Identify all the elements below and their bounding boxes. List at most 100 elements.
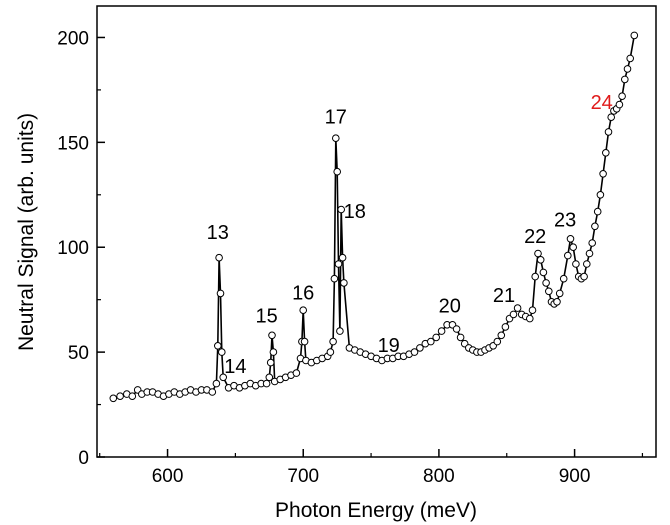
data-point — [109, 394, 118, 403]
data-point — [583, 260, 591, 268]
plot-frame — [96, 5, 657, 458]
data-point — [531, 272, 540, 281]
data-point — [214, 342, 222, 350]
y-axis-label: Neutral Signal (arb. units) — [15, 113, 38, 351]
peak-label: 21 — [493, 285, 515, 307]
peak-label: 17 — [325, 107, 347, 129]
data-point — [559, 274, 568, 283]
data-point — [497, 331, 506, 340]
peak-label: 15 — [255, 306, 277, 328]
data-point — [630, 31, 639, 40]
data-point — [340, 279, 348, 287]
data-point — [501, 323, 510, 331]
data-point — [128, 392, 137, 401]
data-point — [513, 304, 522, 312]
data-point — [566, 235, 575, 243]
data-point — [509, 310, 518, 319]
data-point — [536, 256, 545, 264]
data-point — [534, 249, 542, 258]
peak-labels: 13 14 15 16 17 18 19 20 21 22 23 24 — [207, 92, 613, 378]
peak-label: 18 — [344, 201, 366, 223]
peak-label: 19 — [378, 335, 400, 357]
data-point — [299, 306, 308, 315]
data-point — [332, 134, 340, 142]
data-point — [329, 337, 337, 346]
data-point — [564, 251, 572, 260]
x-tick-label: 900 — [559, 466, 591, 487]
peak-label: 14 — [224, 356, 246, 378]
data-point — [585, 249, 594, 258]
peak-label: 22 — [524, 226, 546, 248]
data-point — [262, 379, 271, 388]
data-point — [432, 333, 441, 342]
data-point — [604, 128, 613, 136]
data-point — [215, 253, 223, 262]
data-point — [545, 287, 553, 296]
peak-label: 24 — [591, 92, 613, 114]
data-point — [528, 306, 537, 315]
x-axis-label: Photon Energy (meV) — [275, 499, 477, 522]
data-point — [268, 331, 276, 340]
data-point — [493, 337, 502, 346]
data-point — [580, 272, 588, 281]
data-point — [623, 65, 632, 73]
data-points — [109, 31, 639, 403]
data-point — [330, 274, 339, 283]
data-point — [334, 260, 343, 268]
x-tick-label: 800 — [423, 466, 455, 487]
y-tick-label: 150 — [57, 133, 89, 154]
data-point — [539, 268, 548, 277]
data-point — [410, 348, 419, 356]
data-point — [292, 369, 301, 377]
data-point — [208, 388, 217, 396]
data-point — [602, 149, 610, 157]
data-point — [542, 279, 550, 287]
data-point — [593, 207, 602, 216]
data-point — [569, 243, 578, 251]
data-point — [336, 327, 344, 335]
data-point — [212, 379, 221, 388]
data-point — [591, 222, 599, 231]
data-point — [116, 392, 124, 401]
data-point — [607, 113, 616, 121]
data-point — [300, 337, 309, 346]
data-point — [588, 239, 597, 247]
data-point — [338, 253, 347, 262]
data-point — [618, 92, 626, 100]
data-point — [626, 54, 635, 63]
data-point — [427, 337, 435, 346]
data-point — [218, 348, 226, 356]
peak-label: 13 — [207, 222, 229, 244]
data-point — [337, 205, 346, 214]
y-tick-label: 0 — [78, 448, 89, 469]
data-point — [456, 333, 465, 342]
data-point — [615, 100, 624, 109]
data-point — [265, 373, 274, 382]
data-point — [553, 298, 561, 306]
data-point — [621, 75, 629, 84]
data-point — [596, 191, 605, 199]
x-tick-label: 600 — [152, 466, 184, 487]
data-point — [572, 260, 580, 268]
data-point — [555, 289, 564, 298]
axis-ticks — [97, 36, 644, 458]
y-tick-label: 200 — [57, 28, 89, 49]
data-point — [333, 167, 342, 176]
y-tick-label: 50 — [68, 343, 89, 364]
data-point — [219, 373, 227, 382]
y-tick-label: 100 — [57, 238, 89, 259]
data-point — [526, 314, 534, 323]
x-tick-label: 700 — [287, 466, 319, 487]
data-point — [416, 344, 424, 352]
data-point — [216, 289, 225, 298]
data-point — [452, 325, 461, 333]
peak-label: 16 — [292, 283, 314, 305]
data-point — [266, 358, 275, 367]
data-point — [326, 348, 335, 356]
tick-labels: 600 700 800 900 0 50 100 150 200 — [57, 28, 590, 487]
data-point — [437, 327, 446, 335]
data-point — [599, 170, 607, 178]
data-point — [269, 348, 278, 356]
peak-label: 23 — [554, 209, 576, 231]
